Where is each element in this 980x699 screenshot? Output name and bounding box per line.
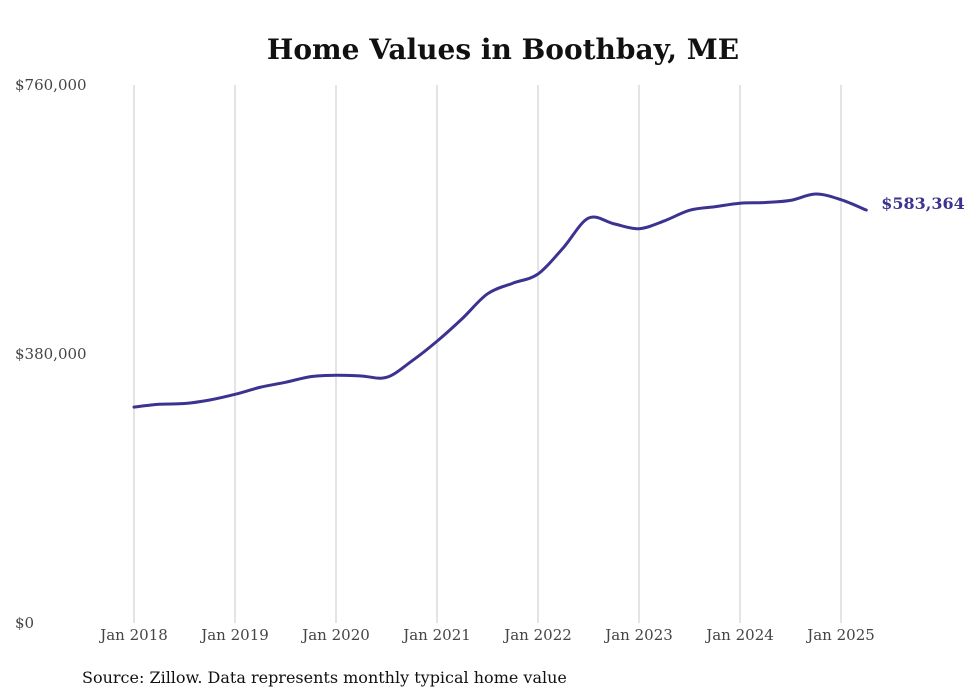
x-tick-label: Jan 2021 [401,626,471,644]
x-tick-label: Jan 2020 [300,626,370,644]
grid [133,85,842,623]
y-tick-label: $760,000 [15,76,87,94]
y-axis: $0 $380,000 $760,000 [15,76,87,632]
x-tick-label: Jan 2018 [98,626,168,644]
x-tick-label: Jan 2019 [199,626,269,644]
chart-title: Home Values in Boothbay, ME [267,33,739,66]
x-tick-label: Jan 2024 [704,626,774,644]
end-value-label: $583,364 [881,194,965,213]
x-axis: Jan 2018 Jan 2019 Jan 2020 Jan 2021 Jan 2022… [98,626,875,644]
x-tick-label: Jan 2023 [603,626,673,644]
y-tick-label: $0 [15,614,34,632]
source-note: Source: Zillow. Data represents monthly … [82,668,567,687]
x-tick-label: Jan 2022 [502,626,572,644]
series-group: $583,364 [132,192,965,409]
series-line [132,192,868,409]
y-tick-label: $380,000 [15,345,87,363]
x-tick-label: Jan 2025 [805,626,875,644]
